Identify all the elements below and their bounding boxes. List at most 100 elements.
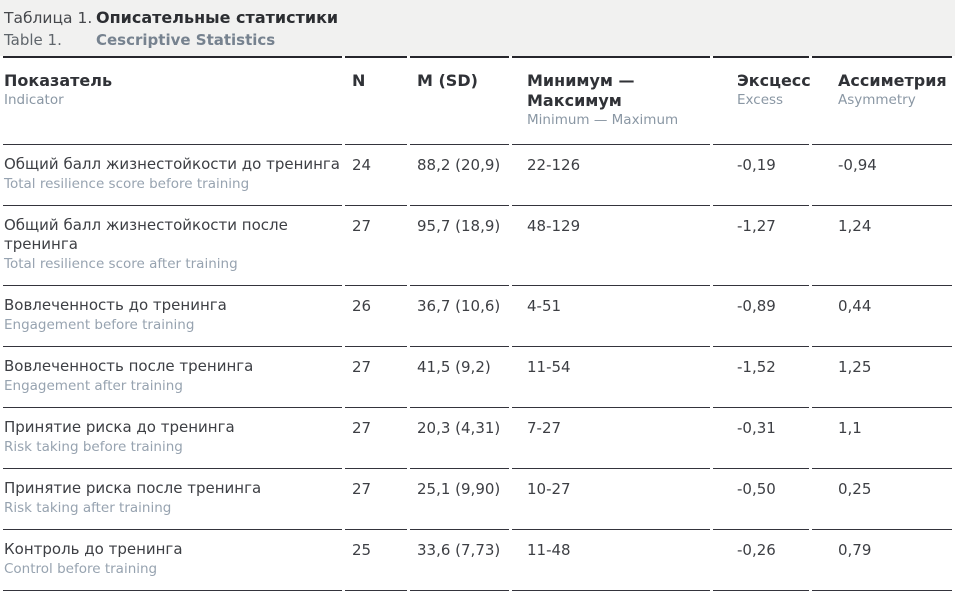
min-max-value: 11-48 (527, 541, 571, 559)
indicator-name-ru: Контроль до тренинга (4, 540, 183, 558)
asymmetry-cell: 1,24 (812, 206, 952, 286)
asymmetry-cell: 1,8 (812, 591, 952, 600)
min-max-value: 22-126 (527, 156, 581, 174)
min-max-cell: 11-48 (512, 530, 710, 591)
column-header-asymmetry-ru: Ассиметрия (838, 71, 947, 90)
indicator-name-ru: Принятие риска после тренинга (4, 479, 262, 497)
table-row: Вовлеченность до тренинга Engagement bef… (3, 286, 952, 347)
asymmetry-cell: 0,25 (812, 469, 952, 530)
excess-cell: -0,86 (713, 591, 809, 600)
table-row: Контроль после тренинга Control after tr… (3, 591, 952, 600)
asymmetry-cell: 0,79 (812, 530, 952, 591)
indicator-name-ru: Общий балл жизнестойкости до тренинга (4, 155, 340, 173)
caption-label-ru: Таблица 1. (4, 9, 93, 27)
asymmetry-value: 0,79 (838, 541, 872, 559)
column-header-asymmetry: Ассиметрия Asymmetry (812, 56, 952, 145)
indicator-name-en: Total resilience score before training (4, 176, 250, 192)
min-max-cell: 4-51 (512, 286, 710, 347)
n-cell: 25 (345, 530, 407, 591)
asymmetry-cell: 1,1 (812, 408, 952, 469)
min-max-value: 48-129 (527, 217, 581, 235)
column-header-excess-ru: Эксцесс (737, 71, 811, 90)
min-max-cell: 11-54 (512, 347, 710, 408)
m-sd-value: 25,1 (9,90) (417, 480, 501, 498)
n-value: 24 (352, 156, 372, 174)
min-max-value: 10-27 (527, 480, 571, 498)
m-sd-value: 41,5 (9,2) (417, 358, 491, 376)
n-value: 26 (352, 297, 372, 315)
table-caption: Таблица 1. Описательные статистики Table… (0, 0, 955, 56)
asymmetry-value: 1,1 (838, 419, 862, 437)
m-sd-value: 95,7 (18,9) (417, 217, 501, 235)
n-cell: 27 (345, 469, 407, 530)
excess-value: -1,52 (737, 358, 776, 376)
m-sd-cell: 25,1 (9,90) (410, 469, 509, 530)
caption-title-ru: Описательные статистики (96, 8, 339, 27)
n-value: 27 (352, 419, 372, 437)
indicator-name-ru: Вовлеченность до тренинга (4, 296, 227, 314)
min-max-cell: 48-129 (512, 206, 710, 286)
column-header-n-label: N (352, 71, 366, 90)
m-sd-value: 33,6 (7,73) (417, 541, 501, 559)
m-sd-cell: 20,3 (4,31) (410, 408, 509, 469)
asymmetry-value: 0,25 (838, 480, 872, 498)
table-row: Контроль до тренинга Control before trai… (3, 530, 952, 591)
n-value: 27 (352, 358, 372, 376)
m-sd-cell: 88,2 (20,9) (410, 145, 509, 206)
indicator-cell: Принятие риска после тренинга Risk takin… (3, 469, 342, 530)
min-max-cell: 19-51 (512, 591, 710, 600)
indicator-name-en: Risk taking after training (4, 500, 172, 516)
m-sd-cell: 95,7 (18,9) (410, 206, 509, 286)
caption-title-en: Cescriptive Statistics (96, 31, 276, 49)
header-row: Показатель Indicator N M (SD) Минимум — … (3, 56, 952, 145)
m-sd-cell: 36,7 (10,6) (410, 286, 509, 347)
column-header-min-max-ru-line2: Максимум (527, 91, 622, 110)
indicator-name-en: Risk taking before training (4, 439, 183, 455)
asymmetry-cell: 0,44 (812, 286, 952, 347)
column-header-indicator-en: Indicator (4, 92, 64, 108)
column-header-asymmetry-en: Asymmetry (838, 92, 916, 108)
excess-cell: -0,19 (713, 145, 809, 206)
excess-cell: -1,52 (713, 347, 809, 408)
column-header-m-sd: M (SD) (410, 56, 509, 145)
n-value: 25 (352, 541, 372, 559)
excess-cell: -0,89 (713, 286, 809, 347)
indicator-cell: Общий балл жизнестойкости после тренинга… (3, 206, 342, 286)
min-max-cell: 22-126 (512, 145, 710, 206)
m-sd-value: 88,2 (20,9) (417, 156, 501, 174)
asymmetry-value: 1,24 (838, 217, 872, 235)
indicator-cell: Вовлеченность после тренинга Engagement … (3, 347, 342, 408)
n-value: 27 (352, 217, 372, 235)
column-header-m-sd-label: M (SD) (417, 71, 478, 90)
excess-cell: -0,50 (713, 469, 809, 530)
excess-value: -0,50 (737, 480, 776, 498)
indicator-cell: Общий балл жизнестойкости до тренинга To… (3, 145, 342, 206)
column-header-min-max-en: Minimum — Maximum (527, 112, 679, 128)
excess-value: -1,27 (737, 217, 776, 235)
column-header-indicator: Показатель Indicator (3, 56, 342, 145)
indicator-name-ru: Общий балл жизнестойкости после тренинга (4, 216, 288, 253)
descriptive-statistics-table: Показатель Indicator N M (SD) Минимум — … (0, 56, 955, 600)
n-cell: 27 (345, 347, 407, 408)
table-row: Принятие риска после тренинга Risk takin… (3, 469, 952, 530)
n-cell: 27 (345, 591, 407, 600)
column-header-excess-en: Excess (737, 92, 784, 108)
excess-cell: -0,26 (713, 530, 809, 591)
excess-value: -0,19 (737, 156, 776, 174)
indicator-name-ru: Принятие риска до тренинга (4, 418, 235, 436)
indicator-cell: Контроль до тренинга Control before trai… (3, 530, 342, 591)
indicator-name-en: Total resilience score after training (4, 256, 238, 272)
n-cell: 24 (345, 145, 407, 206)
asymmetry-cell: -0,94 (812, 145, 952, 206)
asymmetry-value: 1,25 (838, 358, 872, 376)
indicator-name-en: Engagement before training (4, 317, 195, 333)
table-row: Общий балл жизнестойкости после тренинга… (3, 206, 952, 286)
excess-value: -0,31 (737, 419, 776, 437)
table-row: Общий балл жизнестойкости до тренинга To… (3, 145, 952, 206)
indicator-cell: Принятие риска до тренинга Risk taking b… (3, 408, 342, 469)
n-value: 27 (352, 480, 372, 498)
asymmetry-value: 0,44 (838, 297, 872, 315)
excess-cell: -1,27 (713, 206, 809, 286)
indicator-name-en: Engagement after training (4, 378, 183, 394)
table-row: Принятие риска до тренинга Risk taking b… (3, 408, 952, 469)
